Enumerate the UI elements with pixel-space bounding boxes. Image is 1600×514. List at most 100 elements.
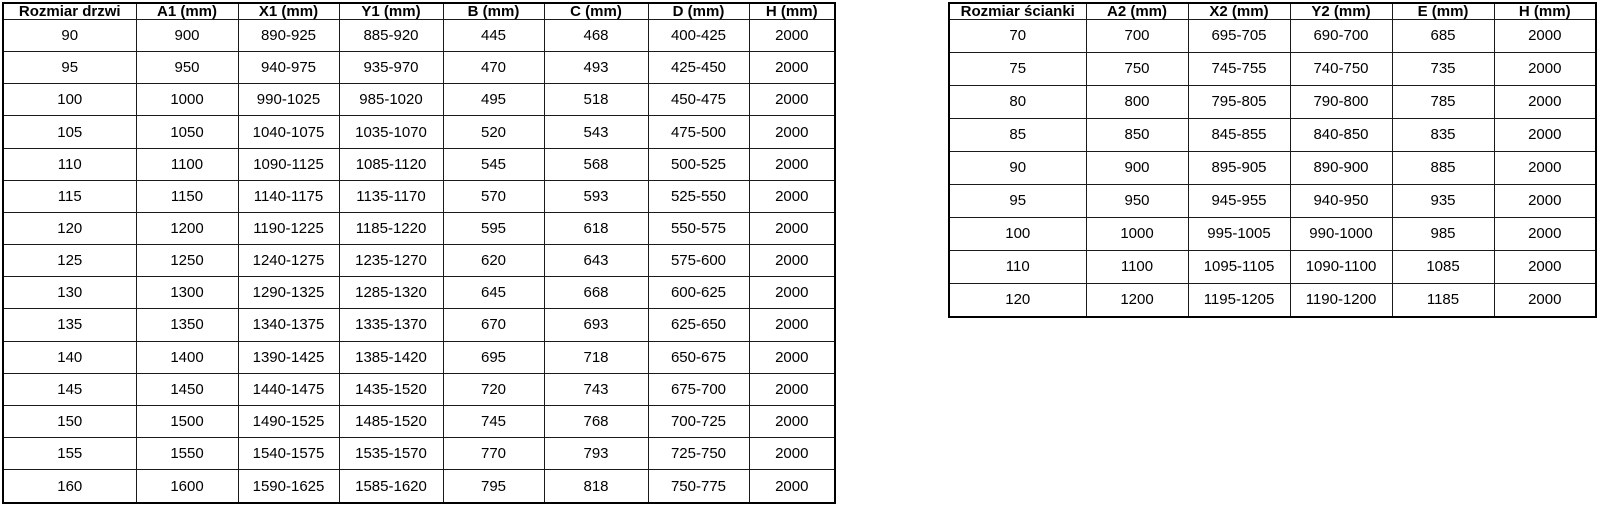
table-cell: 120 — [2, 211, 137, 246]
table-row: 110 1100 1090-1125 1085-1120 545 568 500-525 20… — [2, 147, 836, 181]
table-cell: 695-705 — [1187, 19, 1291, 53]
table-cell: 693 — [543, 308, 649, 342]
table-cell: 100 — [948, 216, 1087, 251]
table-cell: 1335-1370 — [338, 308, 444, 342]
table-cell: 835 — [1391, 117, 1495, 152]
table-cell: 700 — [1085, 19, 1189, 53]
table-cell: 650-675 — [647, 340, 750, 374]
table-cell: 160 — [2, 469, 137, 504]
column-header: X2 (mm) — [1187, 2, 1291, 20]
table-cell: 1585-1620 — [338, 469, 444, 504]
table-cell: 668 — [543, 276, 649, 310]
table-cell: 725-750 — [647, 437, 750, 471]
table-cell: 495 — [442, 83, 545, 117]
table-row: 95 950 945-955 940-950 935 2000 — [948, 183, 1597, 218]
table-row: 105 1050 1040-1075 1035-1070 520 543 475-500 20… — [2, 115, 836, 149]
table-cell: 115 — [2, 179, 137, 213]
table-cell: 1490-1525 — [237, 404, 340, 439]
table-cell: 575-600 — [647, 244, 750, 278]
column-header: A2 (mm) — [1085, 2, 1189, 20]
table-cell: 80 — [948, 84, 1087, 119]
table-row: 110 1100 1095-1105 1090-1100 1085 2000 — [948, 249, 1597, 284]
table-cell: 1290-1325 — [237, 276, 340, 310]
table-cell: 945-955 — [1187, 183, 1291, 218]
table-cell: 618 — [543, 211, 649, 246]
table-cell: 90 — [2, 18, 137, 53]
table-cell: 518 — [543, 83, 649, 117]
table-cell: 720 — [442, 372, 545, 406]
table-cell: 493 — [543, 51, 649, 85]
table-row: 85 850 845-855 840-850 835 2000 — [948, 117, 1597, 152]
table-cell: 2000 — [748, 115, 836, 149]
table-cell: 1540-1575 — [237, 437, 340, 471]
column-header: E (mm) — [1391, 2, 1495, 20]
table-cell: 95 — [948, 183, 1087, 218]
table-cell: 1085-1120 — [338, 147, 444, 181]
table-cell: 1100 — [1085, 249, 1189, 284]
table-row: 70 700 695-705 690-700 685 2000 — [948, 19, 1597, 53]
table-cell: 545 — [442, 147, 545, 181]
table-cell: 570 — [442, 179, 545, 213]
column-header: C (mm) — [543, 2, 649, 20]
table-cell: 2000 — [1493, 19, 1597, 53]
table-cell: 95 — [2, 51, 137, 85]
table-cell: 1385-1420 — [338, 340, 444, 374]
table-cell: 2000 — [1493, 84, 1597, 119]
table-cell: 1340-1375 — [237, 308, 340, 342]
table-cell: 995-1005 — [1187, 216, 1291, 251]
table-cell: 743 — [543, 372, 649, 406]
table-cell: 1135-1170 — [338, 179, 444, 213]
table-cell: 700-725 — [647, 404, 750, 439]
table-cell: 990-1025 — [237, 83, 340, 117]
table-cell: 670 — [442, 308, 545, 342]
table-cell: 735 — [1391, 51, 1495, 86]
table-cell: 1195-1205 — [1187, 282, 1291, 318]
table-cell: 675-700 — [647, 372, 750, 406]
column-header: X1 (mm) — [237, 2, 340, 20]
table-cell: 845-855 — [1187, 117, 1291, 152]
table-cell: 850 — [1085, 117, 1189, 152]
table-cell: 543 — [543, 115, 649, 149]
table-cell: 1090-1100 — [1289, 249, 1393, 284]
table-cell: 1350 — [135, 308, 239, 342]
table-cell: 1240-1275 — [237, 244, 340, 278]
table-row: 100 1000 990-1025 985-1020 495 518 450-475 2000 — [2, 83, 836, 117]
table-cell: 1085 — [1391, 249, 1495, 284]
column-header: H (mm) — [1493, 2, 1597, 20]
table-cell: 940-975 — [237, 51, 340, 85]
wall-panel-dimensions-table: Rozmiar ścianki A2 (mm) X2 (mm) Y2 (mm) E (m… — [948, 2, 1597, 318]
table-cell: 125 — [2, 244, 137, 278]
table-row: 155 1550 1540-1575 1535-1570 770 793 725-750 20… — [2, 437, 836, 471]
table-cell: 625-650 — [647, 308, 750, 342]
table-cell: 745-755 — [1187, 51, 1291, 86]
table-cell: 685 — [1391, 19, 1495, 53]
table-row: 90 900 895-905 890-900 885 2000 — [948, 150, 1597, 185]
table-cell: 1035-1070 — [338, 115, 444, 149]
table-cell: 1150 — [135, 179, 239, 213]
column-header: Rozmiar ścianki — [948, 2, 1087, 20]
table-cell: 1435-1520 — [338, 372, 444, 406]
table-row: 125 1250 1240-1275 1235-1270 620 643 575-600 20… — [2, 244, 836, 278]
table-cell: 450-475 — [647, 83, 750, 117]
table-cell: 150 — [2, 404, 137, 439]
table-cell: 940-950 — [1289, 183, 1393, 218]
table-row: 120 1200 1190-1225 1185-1220 595 618 550-575 20… — [2, 211, 836, 246]
column-header: H (mm) — [748, 2, 836, 20]
table-cell: 445 — [442, 18, 545, 53]
table-cell: 795 — [442, 469, 545, 504]
table-cell: 1190-1200 — [1289, 282, 1393, 318]
table-cell: 1535-1570 — [338, 437, 444, 471]
table-row: 160 1600 1590-1625 1585-1620 795 818 750-775 20… — [2, 469, 836, 504]
table-cell: 130 — [2, 276, 137, 310]
table-cell: 2000 — [1493, 183, 1597, 218]
table-cell: 1100 — [135, 147, 239, 181]
table-cell: 885-920 — [338, 18, 444, 53]
table-cell: 2000 — [748, 276, 836, 310]
table-row: 145 1450 1440-1475 1435-1520 720 743 675-700 20… — [2, 372, 836, 406]
table-cell: 1050 — [135, 115, 239, 149]
table-row: 120 1200 1195-1205 1190-1200 1185 2000 — [948, 282, 1597, 318]
column-header: D (mm) — [647, 2, 750, 20]
table-row: 115 1150 1140-1175 1135-1170 570 593 525-550 20… — [2, 179, 836, 213]
table-cell: 1500 — [135, 404, 239, 439]
table-cell: 425-450 — [647, 51, 750, 85]
